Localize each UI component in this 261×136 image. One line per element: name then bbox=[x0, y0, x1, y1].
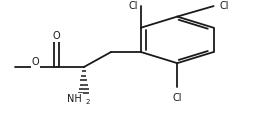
Text: NH: NH bbox=[67, 94, 82, 104]
Text: O: O bbox=[32, 58, 40, 67]
Text: Cl: Cl bbox=[219, 1, 229, 11]
Text: O: O bbox=[53, 31, 60, 41]
Text: Cl: Cl bbox=[128, 1, 138, 11]
Text: 2: 2 bbox=[86, 99, 90, 105]
Text: Cl: Cl bbox=[173, 93, 182, 103]
